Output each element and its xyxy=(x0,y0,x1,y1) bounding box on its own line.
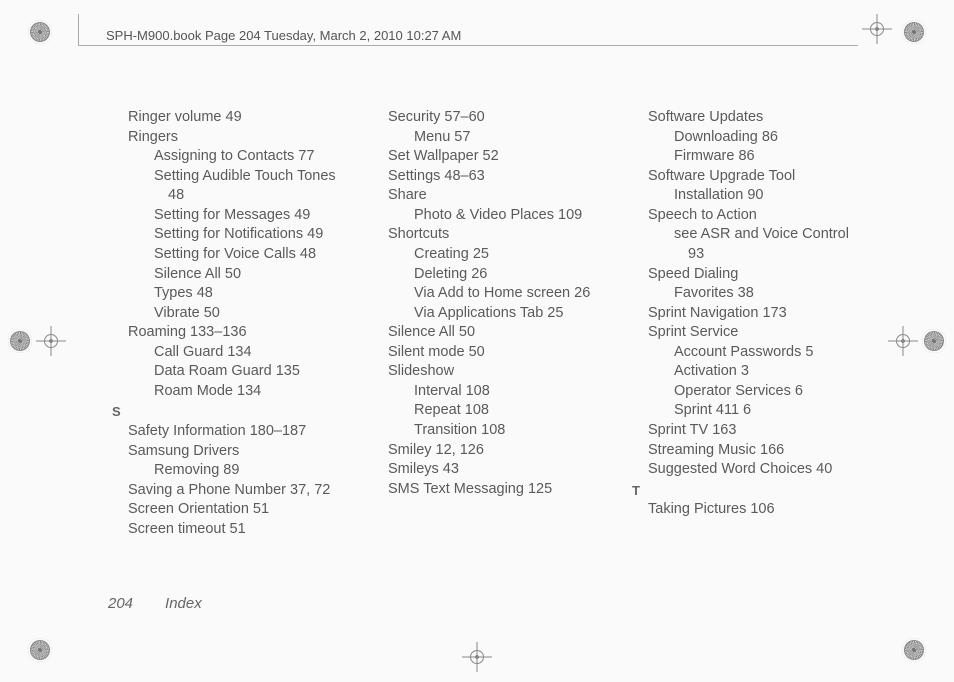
index-entry: Software Updates xyxy=(648,108,884,128)
index-entry: Sprint 411 6 xyxy=(648,401,884,421)
page-header: SPH-M900.book Page 204 Tuesday, March 2,… xyxy=(106,28,461,43)
index-entry: Smiley 12, 126 xyxy=(388,441,624,461)
crop-mark-icon xyxy=(36,326,66,356)
index-letter: S xyxy=(112,401,364,422)
index-entry: Silence All 50 xyxy=(128,265,364,285)
page-footer: 204 Index xyxy=(108,595,202,612)
index-entry: SMS Text Messaging 125 xyxy=(388,480,624,500)
index-entry: Sprint TV 163 xyxy=(648,421,884,441)
index-entry: Sprint Navigation 173 xyxy=(648,304,884,324)
index-entry: Taking Pictures 106 xyxy=(648,500,884,520)
printer-mark-icon xyxy=(902,638,926,662)
index-entry: Firmware 86 xyxy=(648,147,884,167)
index-entry: Speech to Action xyxy=(648,206,884,226)
index-entry: Via Applications Tab 25 xyxy=(388,304,624,324)
printer-mark-icon xyxy=(28,638,52,662)
index-entry: Smileys 43 xyxy=(388,460,624,480)
printer-mark-icon xyxy=(902,20,926,44)
header-rule xyxy=(78,45,858,46)
index-entry: Setting for Voice Calls 48 xyxy=(128,245,364,265)
index-entry: Silence All 50 xyxy=(388,323,624,343)
index-entry: Menu 57 xyxy=(388,128,624,148)
index-column-2: Security 57–60Menu 57Set Wallpaper 52Set… xyxy=(388,108,624,539)
index-entry: Data Roam Guard 135 xyxy=(128,362,364,382)
index-entry: Samsung Drivers xyxy=(128,442,364,462)
index-entry: Favorites 38 xyxy=(648,284,884,304)
index-entry: Call Guard 134 xyxy=(128,343,364,363)
printer-mark-icon xyxy=(8,329,32,353)
index-entry: see ASR and Voice Control xyxy=(648,225,884,245)
page-number: 204 xyxy=(108,595,133,612)
index-entry: Screen Orientation 51 xyxy=(128,500,364,520)
index-entry: Saving a Phone Number 37, 72 xyxy=(128,481,364,501)
index-entry: Streaming Music 166 xyxy=(648,441,884,461)
index-entry: Suggested Word Choices 40 xyxy=(648,460,884,480)
index-entry: Screen timeout 51 xyxy=(128,520,364,540)
index-entry: 93 xyxy=(648,245,884,265)
footer-section: Index xyxy=(165,595,202,612)
index-entry: Photo & Video Places 109 xyxy=(388,206,624,226)
index-entry: Roam Mode 134 xyxy=(128,382,364,402)
index-entry: Types 48 xyxy=(128,284,364,304)
crop-mark-icon xyxy=(862,14,892,44)
index-entry: Via Add to Home screen 26 xyxy=(388,284,624,304)
index-entry: Ringers xyxy=(128,128,364,148)
index-entry: Setting for Messages 49 xyxy=(128,206,364,226)
index-entry: Transition 108 xyxy=(388,421,624,441)
printer-mark-icon xyxy=(922,329,946,353)
index-entry: Activation 3 xyxy=(648,362,884,382)
index-entry: Ringer volume 49 xyxy=(128,108,364,128)
index-entry: Assigning to Contacts 77 xyxy=(128,147,364,167)
index-entry: Removing 89 xyxy=(128,461,364,481)
index-entry: Shortcuts xyxy=(388,225,624,245)
index-entry: Set Wallpaper 52 xyxy=(388,147,624,167)
index-entry: Interval 108 xyxy=(388,382,624,402)
printer-mark-icon xyxy=(28,20,52,44)
index-entry: Repeat 108 xyxy=(388,401,624,421)
index-entry: Safety Information 180–187 xyxy=(128,422,364,442)
index-entry: Setting for Notifications 49 xyxy=(128,225,364,245)
page-body: Ringer volume 49RingersAssigning to Cont… xyxy=(128,108,884,612)
index-entry: Creating 25 xyxy=(388,245,624,265)
index-entry: Setting Audible Touch Tones xyxy=(128,167,364,187)
crop-mark-icon xyxy=(888,326,918,356)
index-entry: Software Upgrade Tool xyxy=(648,167,884,187)
index-entry: Silent mode 50 xyxy=(388,343,624,363)
index-entry: 48 xyxy=(128,186,364,206)
crop-mark-icon xyxy=(462,642,492,672)
index-entry: Settings 48–63 xyxy=(388,167,624,187)
index-entry: Installation 90 xyxy=(648,186,884,206)
index-entry: Share xyxy=(388,186,624,206)
index-entry: Account Passwords 5 xyxy=(648,343,884,363)
header-rule-vertical xyxy=(78,14,79,45)
index-column-3: Software UpdatesDownloading 86Firmware 8… xyxy=(648,108,884,539)
index-entry: Downloading 86 xyxy=(648,128,884,148)
index-entry: Sprint Service xyxy=(648,323,884,343)
index-letter: T xyxy=(632,480,884,501)
index-entry: Speed Dialing xyxy=(648,265,884,285)
index-column-1: Ringer volume 49RingersAssigning to Cont… xyxy=(128,108,364,539)
index-entry: Slideshow xyxy=(388,362,624,382)
index-entry: Operator Services 6 xyxy=(648,382,884,402)
index-entry: Deleting 26 xyxy=(388,265,624,285)
index-entry: Security 57–60 xyxy=(388,108,624,128)
index-entry: Vibrate 50 xyxy=(128,304,364,324)
index-entry: Roaming 133–136 xyxy=(128,323,364,343)
